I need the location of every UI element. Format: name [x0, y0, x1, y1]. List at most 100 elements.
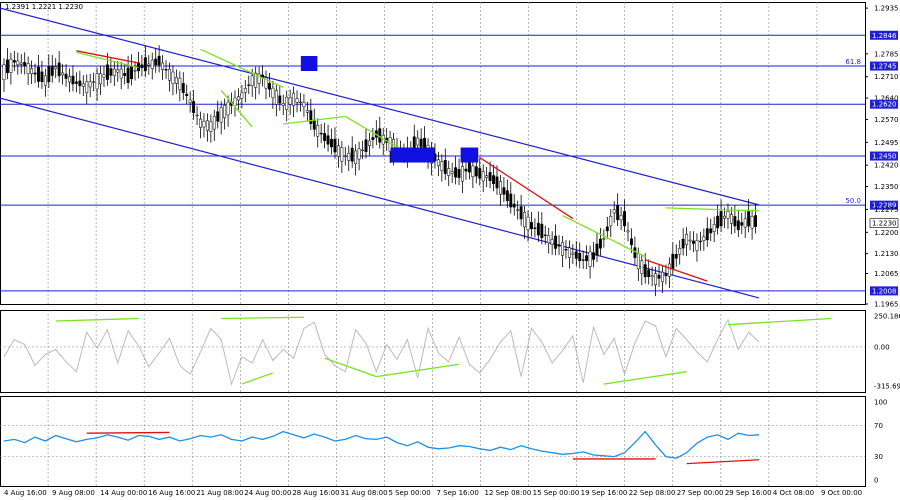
bearish-divergence-line[interactable] — [479, 157, 574, 220]
candle-body — [285, 96, 289, 110]
candle-body — [505, 190, 509, 202]
candle — [461, 160, 464, 194]
candle — [336, 138, 340, 168]
candle — [192, 90, 196, 120]
candle-body — [264, 77, 268, 89]
candle-body — [371, 137, 375, 140]
candle — [454, 156, 458, 185]
candle-body — [654, 273, 658, 285]
candle — [726, 203, 730, 229]
candle-body — [526, 216, 530, 231]
candle-body — [326, 135, 330, 145]
rsi-divergence-line[interactable] — [686, 459, 760, 465]
level-price-label: 1.2008 — [872, 287, 897, 295]
candle — [729, 207, 733, 235]
candle — [564, 240, 568, 259]
candle-body — [271, 87, 275, 99]
candle-body — [130, 65, 134, 80]
bearish-divergence-line[interactable] — [76, 50, 139, 64]
candle-body — [292, 92, 296, 106]
candle — [688, 231, 692, 251]
signal-marker[interactable] — [390, 147, 435, 163]
candle — [226, 95, 230, 127]
signal-marker[interactable] — [300, 56, 318, 72]
time-tick-label: 15 Sep 00:00 — [533, 489, 580, 497]
cci-pane[interactable] — [0, 316, 865, 386]
candle — [247, 75, 251, 95]
time-tick-label: 16 Aug 16:00 — [148, 489, 195, 497]
candle — [30, 60, 34, 84]
candle — [588, 245, 592, 279]
candle — [543, 225, 547, 245]
cci-divergence-line[interactable] — [727, 317, 832, 326]
bullish-divergence-line[interactable] — [344, 115, 408, 154]
signal-marker[interactable] — [460, 147, 479, 163]
bullish-divergence-line[interactable] — [283, 115, 346, 125]
candle-body — [243, 88, 247, 93]
candle — [488, 161, 492, 189]
cci-divergence-line[interactable] — [221, 316, 304, 320]
cci-divergence-line[interactable] — [376, 363, 460, 378]
candle-body — [12, 60, 16, 63]
time-tick-label: 9 Oct 00:00 — [821, 489, 862, 497]
candle-body — [367, 140, 371, 146]
time-tick-label: 4 Aug 16:00 — [4, 489, 47, 497]
candle-body — [723, 215, 726, 219]
bullish-divergence-line[interactable] — [220, 90, 253, 128]
candle-body — [350, 147, 354, 162]
channel-lower-line[interactable] — [0, 97, 760, 299]
bullish-divergence-line[interactable] — [562, 214, 646, 258]
candle — [271, 80, 275, 109]
candle-body — [612, 209, 616, 214]
candle — [61, 64, 65, 85]
rsi-divergence-line[interactable] — [86, 431, 170, 434]
candle-body — [219, 107, 223, 123]
candle — [216, 100, 220, 129]
candle — [736, 209, 740, 238]
candle — [619, 206, 623, 231]
channel-upper-line[interactable] — [0, 7, 760, 206]
candle — [23, 52, 27, 75]
candle-body — [95, 73, 99, 90]
rsi-tick-label: 70 — [874, 422, 883, 430]
candle — [702, 228, 706, 251]
candle — [92, 72, 96, 92]
bearish-divergence-line[interactable] — [645, 259, 708, 282]
rsi-pane[interactable] — [0, 425, 865, 465]
cci-divergence-line[interactable] — [55, 317, 139, 322]
candle — [626, 221, 630, 242]
price-tick-label: 1.2350 — [874, 183, 899, 191]
candle-body — [16, 60, 20, 66]
symbol-info-header: 1.2391 1.2221 1.2230 — [5, 3, 83, 11]
candle — [281, 94, 285, 116]
candle-body — [37, 66, 40, 82]
candle-body — [302, 102, 306, 108]
candle-body — [671, 253, 675, 269]
candle-body — [281, 103, 285, 106]
cci-line — [3, 318, 760, 386]
price-tick-label: 1.2420 — [874, 162, 899, 170]
candle — [612, 201, 616, 223]
cci-divergence-line[interactable] — [324, 357, 377, 378]
candle-body — [664, 273, 668, 277]
candle-body — [68, 76, 71, 83]
price-tick-label: 1.2710 — [874, 73, 899, 81]
candle — [168, 62, 171, 92]
cci-divergence-line[interactable] — [603, 371, 687, 385]
price-pane[interactable]: 61.8 50.0 — [0, 7, 865, 299]
cci-divergence-line[interactable] — [241, 372, 274, 385]
candle-body — [171, 71, 175, 85]
candle-body — [81, 83, 85, 87]
candle — [654, 266, 658, 297]
candle-body — [74, 81, 78, 84]
candle-body — [288, 97, 292, 105]
level-price-tag — [870, 99, 898, 109]
time-tick-label: 21 Aug 08:00 — [196, 489, 243, 497]
bullish-divergence-line[interactable] — [200, 48, 284, 89]
candle — [440, 154, 444, 182]
candle — [557, 235, 561, 255]
bullish-divergence-line[interactable] — [76, 51, 139, 69]
bullish-divergence-line[interactable] — [665, 207, 760, 212]
candle — [330, 128, 333, 155]
